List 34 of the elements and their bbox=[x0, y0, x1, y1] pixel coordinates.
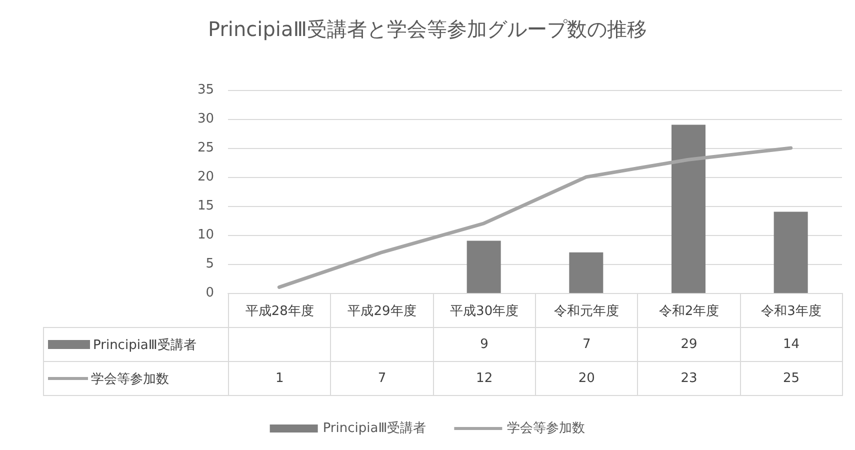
y-tick-label: 15 bbox=[197, 198, 214, 214]
data-label: 12 bbox=[433, 362, 536, 396]
y-tick-label: 0 bbox=[206, 286, 214, 300]
text: 学会等参加数 bbox=[91, 372, 169, 386]
text: PrincipiaⅢ受講者 bbox=[93, 338, 196, 352]
data-label: 1 bbox=[228, 362, 331, 396]
data-label: 9 bbox=[433, 328, 536, 362]
y-tick-label: 20 bbox=[197, 170, 214, 184]
x-tick-label: 令和3年度 bbox=[740, 294, 842, 328]
bar bbox=[774, 212, 808, 293]
data-label: 23 bbox=[638, 362, 740, 396]
y-tick-label: 5 bbox=[206, 256, 214, 272]
legend-label: 学会等参加数 bbox=[507, 421, 586, 436]
data-label: 7 bbox=[330, 362, 434, 396]
y-tick-label: 25 bbox=[197, 140, 214, 156]
y-tick-label: 35 bbox=[197, 82, 214, 98]
data-label: 14 bbox=[740, 328, 842, 362]
data-label: 7 bbox=[535, 328, 638, 362]
bar bbox=[672, 124, 706, 293]
line-series bbox=[277, 146, 793, 289]
y-tick-label: 10 bbox=[197, 228, 214, 242]
bar bbox=[466, 240, 501, 293]
data-label: 29 bbox=[638, 328, 740, 362]
x-tick-label: 令和元年度 bbox=[535, 294, 638, 328]
x-tick-label: 平成30年度 bbox=[433, 294, 536, 328]
y-tick-label: 30 bbox=[197, 112, 214, 126]
x-tick-label: 平成29年度 bbox=[330, 294, 434, 328]
data-label: 20 bbox=[535, 362, 638, 396]
data-label: 25 bbox=[740, 362, 842, 396]
chart-title: PrincipiaⅢ受講者と学会等参加グループ数の推移 bbox=[208, 17, 648, 41]
x-tick-label: 令和2年度 bbox=[638, 294, 740, 328]
bar bbox=[569, 252, 604, 293]
x-tick-label: 平成28年度 bbox=[228, 294, 331, 328]
legend-label: PrincipiaⅢ受講者 bbox=[322, 421, 426, 436]
